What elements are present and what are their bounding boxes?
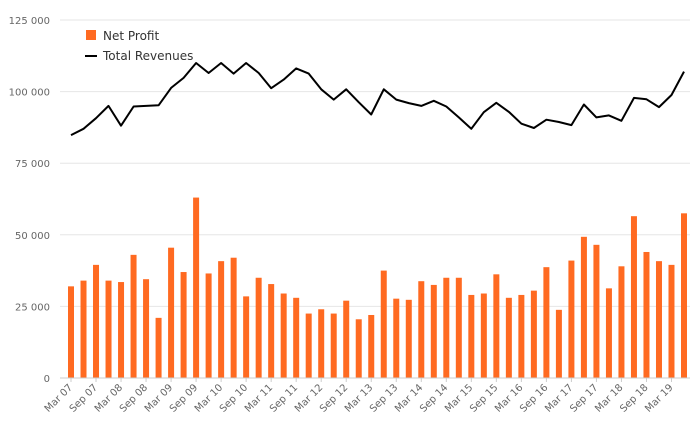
legend: Net Profit Total Revenues — [85, 29, 193, 63]
net-profit-bar — [393, 298, 400, 378]
y-tick-label: 125 000 — [9, 16, 50, 27]
legend-label-total-revenues: Total Revenues — [102, 49, 193, 63]
net-profit-bar — [80, 280, 87, 378]
net-profit-bar — [505, 297, 512, 378]
net-profit-bar — [130, 254, 137, 378]
y-tick-label: 50 000 — [15, 231, 50, 242]
net-profit-bar — [168, 247, 175, 378]
net-profit-bar — [330, 313, 337, 378]
net-profit-bar — [118, 282, 125, 378]
net-profit-bar — [243, 296, 250, 378]
net-profit-bar — [518, 294, 525, 378]
y-tick-label: 100 000 — [9, 88, 50, 99]
total-revenues-line — [70, 62, 685, 136]
net-profit-bar — [543, 267, 550, 378]
legend-swatch-net-profit — [86, 30, 96, 40]
net-profit-bar — [418, 281, 425, 378]
net-profit-bar — [280, 293, 287, 378]
net-profit-bar — [568, 260, 575, 378]
net-profit-bar — [105, 280, 112, 378]
net-profit-bars — [68, 197, 687, 378]
net-profit-bar — [443, 277, 450, 378]
net-profit-bar — [530, 290, 537, 378]
net-profit-bar — [218, 261, 225, 378]
net-profit-bar — [643, 251, 650, 378]
net-profit-bar — [230, 257, 237, 378]
net-profit-bar — [268, 284, 275, 378]
net-profit-bar — [318, 309, 325, 378]
net-profit-bar — [430, 284, 437, 378]
net-profit-bar — [468, 294, 475, 378]
net-profit-bar — [405, 299, 412, 378]
net-profit-bar — [593, 244, 600, 378]
net-profit-bar — [68, 286, 74, 378]
net-profit-bar — [93, 264, 100, 378]
net-profit-bar — [493, 274, 500, 378]
net-profit-bar — [380, 270, 387, 378]
net-profit-bar — [180, 272, 187, 378]
net-profit-bar — [455, 277, 462, 378]
net-profit-bar — [480, 293, 487, 378]
net-profit-bar — [193, 197, 200, 378]
net-profit-bar — [255, 277, 262, 378]
y-tick-label: 25 000 — [15, 302, 50, 313]
net-profit-bar — [630, 216, 637, 378]
net-profit-bar — [580, 236, 587, 378]
net-profit-bar — [143, 279, 150, 378]
total-revenues-line-group — [70, 62, 685, 136]
legend-label-net-profit: Net Profit — [103, 29, 159, 43]
net-profit-bar — [343, 300, 350, 378]
net-profit-bar — [668, 264, 675, 378]
net-profit-bar — [368, 314, 375, 378]
net-profit-bar — [155, 317, 162, 378]
y-tick-label: 75 000 — [15, 159, 50, 170]
net-profit-bar — [655, 261, 662, 378]
x-tick-label: Mar 19 — [643, 382, 675, 414]
net-profit-bar — [605, 288, 612, 378]
y-tick-label: 0 — [44, 374, 50, 385]
net-profit-bar — [205, 273, 212, 378]
net-profit-bar — [618, 266, 625, 378]
net-profit-bar — [293, 297, 300, 378]
net-profit-bar — [355, 319, 362, 378]
net-profit-bar — [681, 213, 687, 378]
net-profit-bar — [555, 309, 562, 378]
net-profit-bar — [305, 313, 312, 378]
